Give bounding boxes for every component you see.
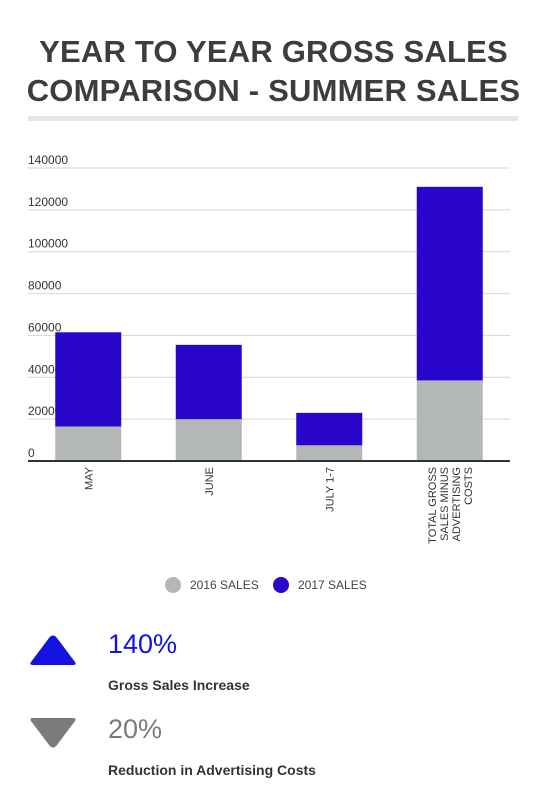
y-tick-label: 140000 [28,153,68,167]
chart-title: YEAR TO YEAR GROSS SALES COMPARISON - SU… [0,32,547,110]
y-tick-label: 80000 [28,279,62,293]
bar-segment [55,332,122,427]
y-tick-label: 0 [28,446,35,460]
triangle-up-icon [30,635,76,665]
legend-label: 2016 SALES [190,578,259,592]
bar-segment [175,344,242,420]
y-tick-label: 20000 [28,404,62,418]
bar-segment [416,380,483,461]
x-category-label-line: JUNE [204,467,216,496]
legend-marker [165,577,181,593]
bar-segment [55,426,122,461]
triangle-down-icon [30,718,76,748]
x-category-label: JULY 1-7 [324,467,336,512]
title-line-2: COMPARISON - SUMMER SALES [26,73,521,108]
bar-segment [416,186,483,381]
title-divider [28,116,518,121]
x-category-label-line: TOTAL GROSS [427,467,439,544]
y-tick-label: 40000 [28,362,62,376]
x-category-label-line: COSTS [463,467,475,505]
x-category-label-line: SALES MINUS [439,467,451,541]
y-tick-label: 100000 [28,237,68,251]
y-tick-label: 120000 [28,195,68,209]
x-category-label: JUNE [204,467,216,496]
bar-segment [296,445,363,461]
x-category-label-line: JULY 1-7 [324,467,336,512]
bar-segment [296,412,363,446]
x-category-label-line: ADVERTISING [451,467,463,541]
increase-caption: Gross Sales Increase [108,677,250,693]
reduction-caption: Reduction in Advertising Costs [108,762,316,778]
legend-marker [273,577,289,593]
x-category-label-line: MAY [83,466,95,490]
stacked-bar-chart: 0 20000 40000 60000 80000 100000 120000 140000 M… [28,153,510,593]
reduction-value: 20% [108,714,163,744]
increase-value: 140% [108,629,178,659]
x-category-label: TOTAL GROSS SALES MINUS ADVERTISING COSTS [427,467,475,544]
legend-label: 2017 SALES [298,578,367,592]
bar-segment [175,419,242,461]
x-category-label: MAY [83,466,95,490]
y-tick-label: 60000 [28,320,62,334]
title-line-1: YEAR TO YEAR GROSS SALES [39,34,508,69]
